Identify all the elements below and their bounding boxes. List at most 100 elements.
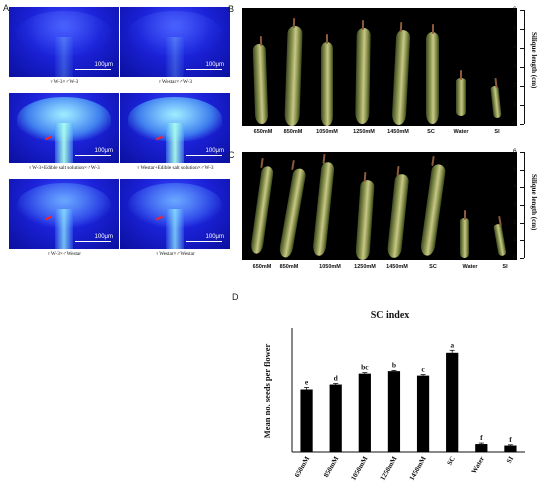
significance-label: f bbox=[480, 433, 483, 442]
bar-1450mM bbox=[416, 375, 430, 452]
panel-c-letter: C bbox=[228, 150, 235, 160]
panel-a-letter: A bbox=[3, 3, 10, 13]
significance-label: e bbox=[305, 378, 309, 387]
silique-pod bbox=[249, 165, 275, 255]
panel-b-silique-photo bbox=[242, 8, 517, 127]
silique-label: SI bbox=[494, 129, 500, 135]
silique-label: 1450mM bbox=[386, 264, 408, 270]
significance-label: c bbox=[421, 365, 425, 374]
silique-tip bbox=[290, 159, 295, 171]
silique-tip bbox=[292, 17, 295, 29]
silique-label: SI bbox=[502, 264, 508, 270]
ruler-tick-label: 4 bbox=[513, 183, 517, 191]
chart-title: SC index bbox=[371, 310, 410, 321]
ruler-tick-label: 0 bbox=[513, 120, 517, 127]
silique-tip bbox=[463, 210, 466, 220]
silique-pod bbox=[391, 29, 411, 126]
silique-label: 1050mM bbox=[319, 264, 341, 270]
x-tick-label: 850mM bbox=[322, 455, 341, 479]
ruler-tick bbox=[520, 124, 524, 125]
x-tick-label: 650mM bbox=[293, 455, 312, 479]
silique-tip bbox=[460, 70, 462, 80]
x-tick-label: 1450mM bbox=[408, 455, 428, 482]
x-tick-label: SC bbox=[446, 455, 457, 467]
ruler-tick-label: 6 bbox=[513, 148, 517, 155]
micrograph-6: 100μm bbox=[120, 179, 230, 249]
silique-tip bbox=[431, 24, 434, 34]
silique-label: 650mM bbox=[253, 129, 273, 135]
silique-pod bbox=[355, 179, 375, 261]
panel-c-silique-photo bbox=[242, 152, 517, 261]
ruler-tick bbox=[520, 187, 524, 189]
micrograph-caption: ♀Westar×♂Westar bbox=[155, 251, 195, 257]
x-tick-label: 1050mM bbox=[349, 455, 369, 482]
ruler-tick bbox=[520, 67, 524, 68]
chart-bars: e 650mM d 850mM bc 1050mM b 1250mM c 1450mM a SC f Wa… bbox=[293, 340, 517, 482]
scale-label: 100μm bbox=[205, 62, 224, 68]
silique-tip bbox=[361, 19, 365, 31]
silique-pod bbox=[456, 78, 466, 116]
significance-label: d bbox=[334, 374, 339, 383]
ruler-tick-label: 1 bbox=[513, 236, 517, 244]
silique-tip bbox=[498, 215, 502, 227]
ruler-tick-label: 3 bbox=[513, 201, 517, 208]
ruler-tick bbox=[520, 86, 524, 87]
ruler-tick-label: 6 bbox=[513, 6, 517, 13]
ruler-tick bbox=[520, 258, 524, 259]
ruler-tick bbox=[520, 105, 524, 106]
panel-d-letter: D bbox=[232, 292, 239, 302]
silique-tip bbox=[494, 77, 498, 89]
panel-b-letter: B bbox=[228, 4, 235, 14]
silique-label: Water bbox=[462, 264, 478, 270]
ruler-tick bbox=[520, 169, 524, 171]
bar-SC bbox=[446, 352, 459, 452]
ruler-tick-label: 1 bbox=[513, 101, 517, 108]
scale-label: 100μm bbox=[205, 234, 224, 240]
significance-label: bc bbox=[361, 363, 369, 372]
silique-label: 1450mM bbox=[387, 129, 409, 135]
silique-pod bbox=[252, 43, 269, 125]
silique-label: 1050mM bbox=[316, 129, 338, 135]
ruler-title: Silique length (cm) bbox=[530, 32, 538, 89]
silique-label: SC bbox=[429, 264, 437, 270]
ruler-tick bbox=[520, 10, 524, 11]
x-tick-label: 1250mM bbox=[379, 455, 399, 482]
silique-label: 1250mM bbox=[353, 129, 375, 135]
micrograph-caption: ♀Westar×♂W-3 bbox=[158, 79, 192, 85]
bar-1050mM bbox=[358, 373, 371, 452]
micrograph-caption: ♀W-3×♂W-3 bbox=[49, 79, 79, 85]
silique-pod bbox=[321, 42, 333, 126]
silique-pod bbox=[460, 218, 469, 258]
silique-label: 850mM bbox=[279, 264, 299, 270]
x-tick-label: Water bbox=[470, 455, 486, 475]
chart-axes bbox=[291, 328, 525, 453]
ruler-tick bbox=[520, 205, 524, 206]
bar-Water bbox=[475, 444, 488, 452]
ruler-tick bbox=[520, 29, 524, 30]
x-tick-label: SI bbox=[505, 455, 515, 465]
micrograph-3: 100μm bbox=[9, 93, 119, 163]
silique-pod bbox=[490, 85, 502, 119]
bar-1250mM bbox=[387, 371, 401, 452]
micrograph-2: 100μm bbox=[120, 7, 230, 77]
ruler-title: Silique length (cm) bbox=[530, 174, 538, 231]
scale-label: 100μm bbox=[94, 62, 113, 68]
ruler-tick-label: 2 bbox=[513, 82, 517, 89]
ruler-line bbox=[524, 10, 525, 124]
bar-850mM bbox=[329, 384, 342, 452]
significance-label: a bbox=[450, 340, 454, 349]
chart-y-axis-label: Mean no. seeds per flower bbox=[262, 344, 272, 439]
micrograph-5: 100μm bbox=[9, 179, 119, 249]
silique-label: 650mM bbox=[252, 264, 272, 270]
ruler-tick bbox=[520, 222, 524, 224]
silique-pod bbox=[312, 161, 335, 257]
ruler-tick bbox=[520, 48, 524, 49]
silique-label: 850mM bbox=[283, 129, 303, 135]
silique-tip bbox=[321, 153, 326, 165]
silique-pod bbox=[355, 27, 371, 125]
bar-650mM bbox=[300, 389, 313, 452]
micrograph-caption: ♀Westar+Edible salt solution×♂W-3 bbox=[136, 165, 214, 171]
ruler-tick-label: 2 bbox=[513, 218, 517, 226]
seeds-per-flower-chart: SC index Mean no. seeds per flower e 650m… bbox=[262, 310, 525, 482]
silique-tip bbox=[259, 35, 262, 47]
